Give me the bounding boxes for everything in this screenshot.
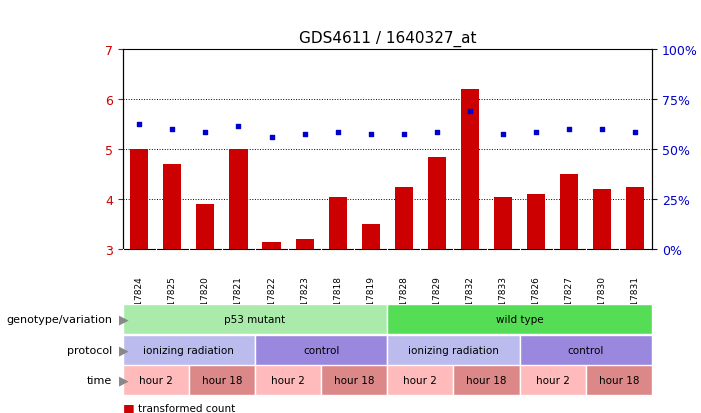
Bar	[255, 335, 388, 365]
Text: ▶: ▶	[119, 313, 129, 326]
Bar	[130, 150, 149, 250]
Bar	[123, 366, 189, 395]
Point	[200, 129, 211, 135]
Bar	[428, 157, 446, 250]
Text: ▶: ▶	[119, 374, 129, 387]
Bar	[560, 175, 578, 250]
Text: ionizing radiation: ionizing radiation	[144, 345, 234, 355]
Bar	[593, 190, 611, 250]
Bar	[229, 150, 247, 250]
Bar	[388, 304, 652, 334]
Bar	[461, 90, 479, 250]
Text: time: time	[87, 375, 112, 385]
Text: GSM917827: GSM917827	[565, 275, 573, 330]
Text: hour 2: hour 2	[536, 375, 570, 385]
Text: transformed count: transformed count	[138, 403, 236, 413]
Point	[365, 131, 376, 138]
Bar	[296, 240, 314, 250]
Text: p53 mutant: p53 mutant	[224, 314, 285, 324]
Text: hour 18: hour 18	[599, 375, 639, 385]
Text: GSM917833: GSM917833	[498, 275, 508, 330]
Text: ■: ■	[123, 401, 135, 413]
Text: hour 2: hour 2	[271, 375, 305, 385]
Text: ▶: ▶	[119, 343, 129, 356]
Title: GDS4611 / 1640327_at: GDS4611 / 1640327_at	[299, 31, 476, 47]
Bar	[321, 366, 388, 395]
Text: GSM917820: GSM917820	[201, 275, 210, 330]
Text: GSM917826: GSM917826	[531, 275, 540, 330]
Bar	[163, 165, 182, 250]
Bar	[362, 225, 380, 250]
Text: GSM917828: GSM917828	[400, 275, 409, 330]
Point	[233, 124, 244, 131]
Bar	[527, 195, 545, 250]
Text: GSM917825: GSM917825	[168, 275, 177, 330]
Point	[531, 129, 542, 135]
Text: wild type: wild type	[496, 314, 543, 324]
Bar	[586, 366, 652, 395]
Text: ionizing radiation: ionizing radiation	[408, 345, 499, 355]
Point	[134, 121, 145, 128]
Text: GSM917818: GSM917818	[333, 275, 342, 330]
Text: control: control	[568, 345, 604, 355]
Text: hour 18: hour 18	[334, 375, 374, 385]
Bar	[262, 242, 280, 250]
Text: GSM917822: GSM917822	[267, 275, 276, 330]
Text: control: control	[303, 345, 339, 355]
Text: hour 18: hour 18	[466, 375, 507, 385]
Bar	[494, 197, 512, 250]
Text: GSM917829: GSM917829	[433, 275, 442, 330]
Point	[564, 126, 575, 133]
Text: GSM917831: GSM917831	[631, 275, 640, 330]
Bar	[189, 366, 255, 395]
Point	[498, 131, 509, 138]
Point	[332, 129, 343, 135]
Bar	[388, 335, 519, 365]
Bar	[395, 187, 413, 250]
Text: GSM917823: GSM917823	[300, 275, 309, 330]
Text: GSM917832: GSM917832	[465, 275, 475, 330]
Text: GSM917821: GSM917821	[234, 275, 243, 330]
Point	[629, 129, 641, 135]
Bar	[255, 366, 321, 395]
Text: ■: ■	[123, 411, 135, 413]
Bar	[196, 205, 215, 250]
Point	[398, 131, 409, 138]
Bar	[454, 366, 519, 395]
Bar	[626, 187, 644, 250]
Bar	[519, 335, 652, 365]
Point	[597, 126, 608, 133]
Point	[431, 129, 442, 135]
Text: protocol: protocol	[67, 345, 112, 355]
Point	[167, 126, 178, 133]
Text: GSM917824: GSM917824	[135, 275, 144, 330]
Bar	[123, 304, 388, 334]
Point	[299, 131, 311, 138]
Text: hour 2: hour 2	[404, 375, 437, 385]
Bar	[329, 197, 347, 250]
Text: hour 2: hour 2	[139, 375, 172, 385]
Text: genotype/variation: genotype/variation	[6, 314, 112, 324]
Text: hour 18: hour 18	[202, 375, 242, 385]
Bar	[388, 366, 454, 395]
Text: GSM917819: GSM917819	[366, 275, 375, 330]
Point	[464, 109, 475, 116]
Bar	[519, 366, 586, 395]
Bar	[123, 335, 255, 365]
Text: GSM917830: GSM917830	[598, 275, 607, 330]
Point	[266, 134, 277, 140]
